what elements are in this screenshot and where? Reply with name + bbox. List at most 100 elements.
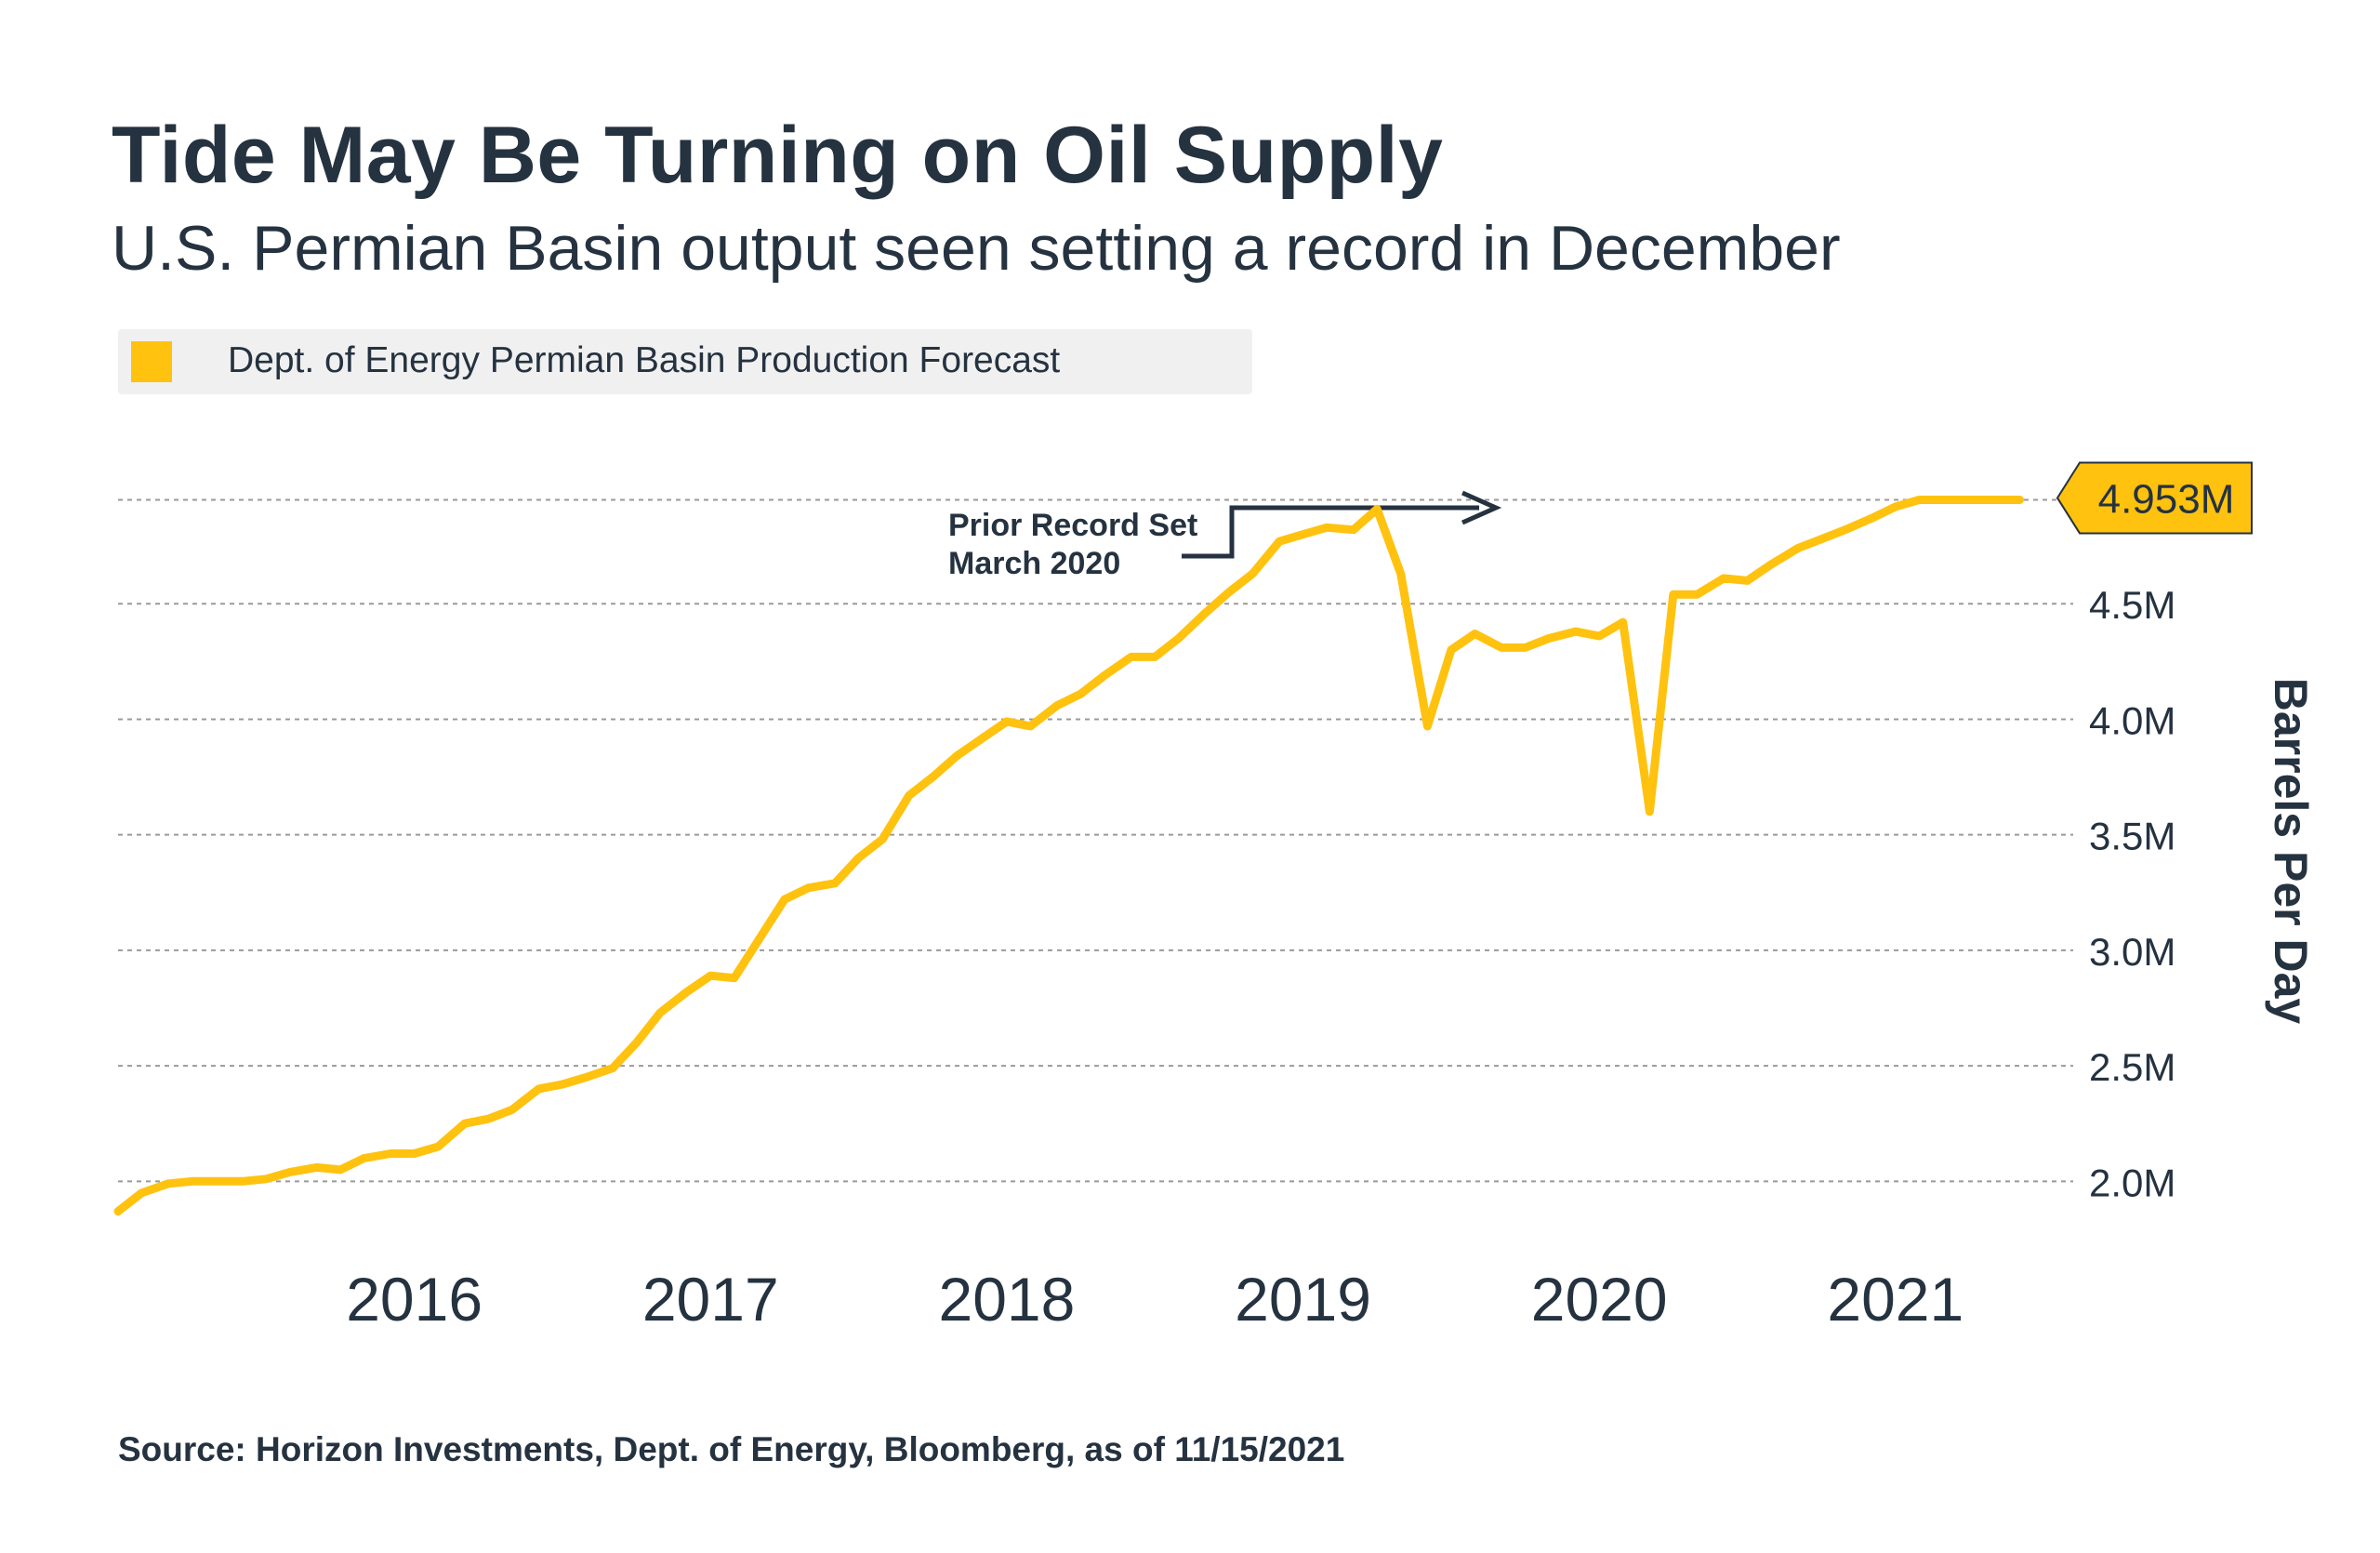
data-point (315, 1166, 317, 1168)
data-point (1104, 674, 1105, 676)
data-point (1376, 508, 1378, 510)
data-point (1501, 646, 1502, 648)
data-point (1673, 593, 1674, 595)
data-point (2019, 498, 2021, 500)
data-point (1797, 548, 1799, 550)
data-point (807, 887, 809, 889)
data-point (1056, 705, 1058, 707)
data-point (1326, 526, 1328, 528)
data-point (562, 1083, 563, 1085)
data-point (612, 1068, 614, 1069)
end-value-text: 4.953M (2098, 476, 2235, 522)
data-point (1353, 529, 1355, 531)
series-line (113, 496, 2025, 1216)
y-tick-label: 2.0M (2089, 1161, 2175, 1204)
data-point (982, 737, 984, 738)
data-point (908, 794, 910, 796)
data-point (734, 977, 735, 979)
data-point (834, 883, 836, 884)
data-point (686, 991, 688, 993)
data-point (414, 1153, 416, 1155)
data-point (363, 1157, 364, 1159)
data-point (1204, 612, 1206, 614)
data-point (1945, 498, 1947, 500)
data-point (1648, 811, 1650, 813)
x-tick-label: 2016 (346, 1265, 483, 1334)
data-point (784, 898, 786, 900)
data-point (1622, 621, 1624, 623)
data-point (1770, 564, 1772, 565)
data-point (1696, 593, 1698, 595)
data-point (1895, 506, 1897, 508)
data-point (1400, 573, 1402, 575)
data-point (140, 1192, 142, 1194)
data-point (1228, 591, 1230, 593)
data-point (1154, 656, 1156, 657)
data-point (1080, 693, 1082, 695)
y-axis-label: Barrels Per Day (2265, 678, 2317, 1025)
annotation-text: Prior Record Set (948, 508, 1197, 543)
end-value-tag (2056, 461, 2253, 535)
annotation-text: March 2020 (948, 546, 1120, 581)
y-axis-tick-labels: 2.0M 2.5M 3.0M 3.5M 4.0M 4.5M (2089, 583, 2175, 1204)
grid-lines (118, 498, 2073, 1183)
data-point (511, 1108, 513, 1110)
data-point (1598, 635, 1600, 637)
end-value-label: 4.953M (2056, 461, 2253, 535)
data-point (117, 1211, 119, 1213)
annotation-arrow (1182, 505, 1480, 559)
data-point (1525, 646, 1527, 648)
data-point (1575, 630, 1577, 632)
data-point (215, 1180, 217, 1182)
data-point (858, 857, 860, 859)
data-point (1820, 538, 1822, 540)
x-tick-label: 2018 (938, 1265, 1075, 1334)
data-point (659, 1012, 661, 1014)
data-point (1302, 534, 1304, 536)
data-point (1130, 656, 1132, 657)
data-point (339, 1169, 341, 1171)
data-point (1474, 633, 1475, 635)
data-point (1006, 721, 1008, 723)
data-point (932, 776, 933, 778)
data-point (1450, 649, 1452, 651)
legend: Dept. of Energy Permian Basin Production… (118, 329, 1252, 394)
data-point (1747, 579, 1749, 581)
x-tick-label: 2019 (1235, 1265, 1371, 1334)
data-point (760, 936, 761, 937)
chart-subtitle: U.S. Permian Basin output seen setting a… (112, 213, 1841, 284)
data-point (956, 755, 958, 757)
data-point (1251, 573, 1253, 575)
data-point (167, 1183, 169, 1185)
y-tick-label: 4.5M (2089, 583, 2175, 627)
y-tick-label: 2.5M (2089, 1045, 2175, 1089)
annotation-arrowhead (1461, 490, 1502, 525)
data-point (1029, 725, 1031, 727)
legend-label: Dept. of Energy Permian Basin Production… (228, 340, 1061, 380)
data-point (636, 1042, 638, 1043)
data-point (289, 1171, 291, 1173)
data-point (1426, 725, 1428, 727)
data-point (1968, 498, 1970, 500)
data-point (390, 1153, 391, 1155)
data-point (1178, 638, 1180, 640)
data-point (1548, 638, 1550, 640)
data-point (192, 1180, 193, 1182)
legend-swatch (131, 341, 172, 382)
data-point (1844, 529, 1846, 531)
data-point (242, 1180, 244, 1182)
data-point (464, 1122, 466, 1124)
chart-title: Tide May Be Turning on Oil Supply (112, 111, 1444, 200)
data-point (1918, 498, 1920, 500)
data-point (1723, 577, 1725, 579)
x-tick-label: 2020 (1531, 1265, 1668, 1334)
data-point (437, 1146, 439, 1148)
data-point (1278, 540, 1280, 542)
x-axis-tick-labels: 2016 2017 2018 2019 2020 2021 (346, 1265, 1964, 1334)
data-point (1992, 498, 1994, 500)
y-tick-label: 4.0M (2089, 698, 2175, 742)
data-point (487, 1118, 489, 1120)
y-tick-label: 3.0M (2089, 930, 2175, 974)
